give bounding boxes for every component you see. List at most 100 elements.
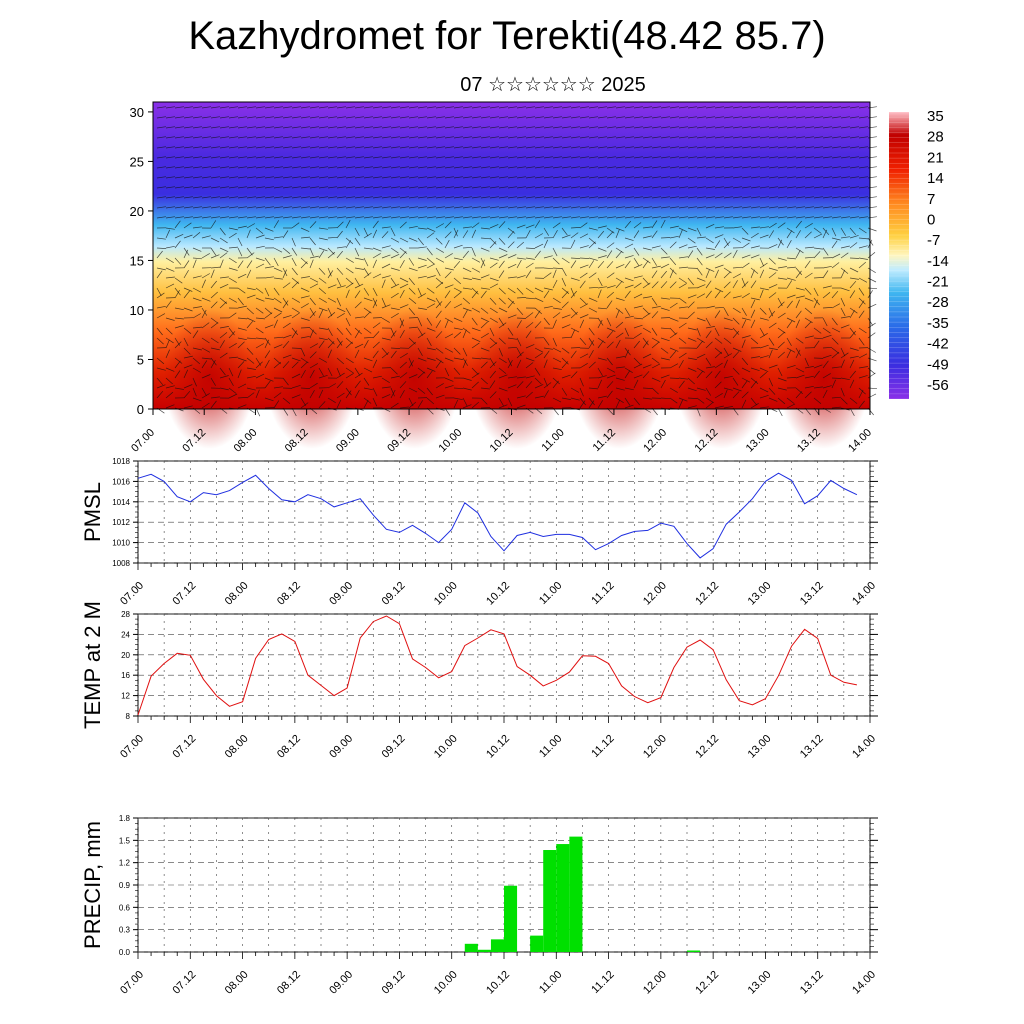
x-tick-label: 08.00 <box>223 580 251 608</box>
y-tick-label: 15 <box>130 253 144 268</box>
page-title: Kazhydromet for Terekti(48.42 85.7) <box>188 14 826 58</box>
colorbar-label: -56 <box>927 377 949 394</box>
x-tick-label: 10.12 <box>484 580 512 608</box>
y-tick-label: 30 <box>130 105 144 120</box>
x-tick-label: 08.00 <box>223 733 251 761</box>
x-tick-label: 13.12 <box>798 733 826 761</box>
x-tick-label: 08.00 <box>223 969 251 997</box>
x-tick-label: 09.12 <box>380 969 408 997</box>
precip-bar <box>569 836 583 952</box>
x-tick-label: 10.12 <box>484 733 512 761</box>
warm-blob <box>163 309 256 449</box>
y-tick-label: 8 <box>126 712 131 721</box>
temperature-colorbar: 35 28 21 14 7 0 -7 -14 -21 -28 -35 -42 -49 -56 <box>889 108 949 400</box>
y-tick-label: 0.0 <box>119 948 131 957</box>
x-tick-label: 07.12 <box>170 580 198 608</box>
y-tick-label: 24 <box>121 630 130 639</box>
y-axis-label: PRECIP, mm <box>80 821 105 949</box>
temp-2m-chart: 8 12 16 20 24 28 07.00 07.12 08.00 08.12 09.00 09.1… <box>80 601 878 761</box>
precip-bar <box>464 943 478 952</box>
x-tick-label: 09.00 <box>327 580 355 608</box>
y-tick-label: 1012 <box>112 518 130 527</box>
x-tick-label: 13.12 <box>798 580 826 608</box>
x-tick-label: 07.00 <box>118 733 146 761</box>
precip-bar <box>687 950 701 952</box>
x-tick-label: 14.00 <box>850 733 878 761</box>
warm-blob <box>470 309 563 449</box>
colorbar-label: -49 <box>927 356 949 373</box>
y-tick-label: 0 <box>137 402 144 417</box>
x-tick-label: 10.12 <box>484 969 512 997</box>
x-tick-label: 08.12 <box>275 733 303 761</box>
x-tick-label: 11.12 <box>589 580 616 607</box>
series-line <box>137 472 858 559</box>
x-tick-label: 14.00 <box>850 580 878 608</box>
x-tick-label: 11.12 <box>589 733 616 760</box>
x-tick-label: 10.00 <box>432 733 460 761</box>
x-tick-label: 11.12 <box>589 969 616 996</box>
y-axis-label: PMSL <box>80 482 105 542</box>
x-tick-label: 07.00 <box>129 427 157 455</box>
x-tick-label: 12.00 <box>641 733 669 761</box>
colorbar-label: 7 <box>927 191 935 208</box>
colorbar-label: 21 <box>927 149 944 166</box>
x-tick-label: 11.00 <box>537 580 564 607</box>
x-tick-label: 13.12 <box>798 969 826 997</box>
x-tick-label: 08.12 <box>275 580 303 608</box>
warm-blob <box>265 309 358 449</box>
colorbar-label: -28 <box>927 294 949 311</box>
warm-blob <box>368 309 461 449</box>
pmsl-chart: 1008 1010 1012 1014 1016 1018 07.00 07.12 08.00 0… <box>80 457 878 608</box>
x-tick-label: 14.00 <box>850 969 878 997</box>
x-tick-label: 12.00 <box>641 580 669 608</box>
warm-blob <box>777 309 871 449</box>
colorbar-label: 28 <box>927 129 944 146</box>
y-tick-label: 1.5 <box>119 836 131 845</box>
x-tick-label: 10.00 <box>432 580 460 608</box>
x-tick-label: 09.12 <box>380 580 408 608</box>
x-tick-label: 12.12 <box>693 580 721 608</box>
page-subtitle: 07 ☆☆☆☆☆☆ 2025 <box>460 74 646 96</box>
colorbar-label: 35 <box>927 108 944 125</box>
x-tick-label: 09.00 <box>327 733 355 761</box>
precip-chart: 0.0 0.3 0.6 0.9 1.2 1.5 1.8 07.00 07.12 08.00 08.1… <box>80 814 878 997</box>
y-tick-label: 5 <box>137 352 144 367</box>
colorbar-label: -7 <box>927 232 940 249</box>
warm-blob <box>675 309 768 449</box>
colorbar-label: -21 <box>927 274 949 291</box>
x-tick-label: 13.00 <box>746 969 774 997</box>
y-tick-label: 1016 <box>112 477 130 486</box>
y-tick-label: 1008 <box>112 559 130 568</box>
x-tick-label: 11.00 <box>537 969 564 996</box>
precip-bar <box>477 949 491 952</box>
y-tick-label: 1.2 <box>119 859 131 868</box>
precip-bar <box>556 844 570 952</box>
precip-bar <box>504 885 518 952</box>
x-tick-label: 12.12 <box>693 733 721 761</box>
x-tick-label: 07.12 <box>170 733 198 761</box>
y-tick-label: 0.3 <box>119 926 131 935</box>
x-tick-label: 10.00 <box>432 969 460 997</box>
y-tick-label: 16 <box>121 671 130 680</box>
y-tick-label: 1014 <box>112 498 130 507</box>
y-tick-label: 12 <box>121 692 130 701</box>
x-tick-label: 12.00 <box>641 969 669 997</box>
y-tick-label: 28 <box>121 610 130 619</box>
wind-barbs <box>156 106 878 417</box>
x-tick-label: 13.00 <box>746 733 774 761</box>
y-tick-label: 0.9 <box>119 881 131 890</box>
x-tick-label: 07.00 <box>118 969 146 997</box>
y-tick-label: 1018 <box>112 457 130 466</box>
colorbar-label: 14 <box>927 170 944 187</box>
x-tick-label: 09.00 <box>327 969 355 997</box>
y-tick-label: 25 <box>130 154 144 169</box>
precip-bar <box>490 939 504 952</box>
x-tick-label: 09.12 <box>380 733 408 761</box>
x-tick-label: 08.12 <box>275 969 303 997</box>
precip-bar <box>530 935 544 952</box>
y-axis-label: TEMP at 2 M <box>80 601 105 729</box>
x-tick-label: 07.00 <box>118 580 146 608</box>
y-tick-label: 1.8 <box>119 814 131 823</box>
